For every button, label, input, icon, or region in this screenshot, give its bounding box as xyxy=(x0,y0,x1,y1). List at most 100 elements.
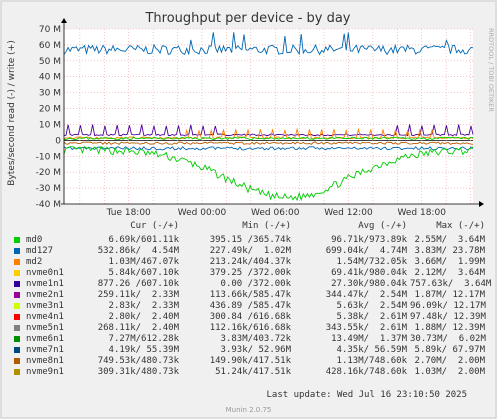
series-line-nvme7n1-read xyxy=(63,145,474,202)
legend-row-nvme2n1: nvme2n1 259.11k/ 2.33M 113.66k/585.47k 344.… xyxy=(0,290,497,301)
legend-cur: 1.03M/467.07k xyxy=(108,257,179,267)
y-tick-label: -40 M xyxy=(36,200,61,210)
legend-row-md127: md127 532.86k/ 4.54M 227.49k/ 1.02M 699.04k… xyxy=(0,246,497,257)
grid-lines xyxy=(64,28,473,205)
legend-min: 0.00 /372.00k xyxy=(220,279,291,289)
legend-cur: 6.69k/601.11k xyxy=(108,235,179,245)
axes xyxy=(61,18,484,207)
x-tick-label: Wed 18:00 xyxy=(398,208,447,218)
y-tick-label: 40 M xyxy=(39,73,61,83)
legend-max: 1.88M/ 12.39M xyxy=(414,323,485,333)
legend-cur: 2.80k/ 2.40M xyxy=(108,312,179,322)
legend-avg: 4.35k/ 56.59M xyxy=(336,345,407,355)
legend-name: nvme6n1 xyxy=(26,334,64,344)
x-axis-arrow xyxy=(479,201,484,207)
series-line-md127-write xyxy=(63,32,474,56)
legend-swatch xyxy=(14,325,20,331)
legend-header-min: Min (-/+) xyxy=(242,221,291,231)
legend-avg: 69.41k/980.04k xyxy=(331,268,407,278)
legend-cur: 259.11k/ 2.33M xyxy=(97,290,179,300)
legend-max: 2.70M/ 2.00M xyxy=(414,356,485,366)
legend-name: nvme1n1 xyxy=(26,279,64,289)
legend-swatch xyxy=(14,314,20,320)
legend-row-nvme4n1: nvme4n1 2.80k/ 2.40M 300.84 /616.68k 5.38k/… xyxy=(0,312,497,323)
legend-avg: 96.71k/973.89k xyxy=(331,235,407,245)
legend-cur: 7.27M/612.28k xyxy=(108,334,179,344)
legend-name: nvme4n1 xyxy=(26,312,64,322)
legend-min: 149.90k/417.51k xyxy=(209,356,291,366)
legend-swatch xyxy=(14,369,20,375)
legend-swatch xyxy=(14,270,20,276)
legend-max: 1.87M/ 12.17M xyxy=(414,290,485,300)
series-lines xyxy=(63,32,474,202)
legend-row-md0: md0 6.69k/601.11k 395.15 /365.74k 96.71k/97… xyxy=(0,235,497,246)
legend-avg: 428.16k/748.60k xyxy=(325,367,407,377)
y-tick-label: -30 M xyxy=(36,184,61,194)
legend-name: md127 xyxy=(26,246,54,256)
x-tick-label: Wed 12:00 xyxy=(324,208,373,218)
legend-min: 3.93k/ 52.96M xyxy=(220,345,291,355)
legend-row-nvme5n1: nvme5n1 268.11k/ 2.40M 112.16k/616.68k 343.… xyxy=(0,323,497,334)
legend-cur: 4.19k/ 55.39M xyxy=(108,345,179,355)
legend-min: 213.24k/404.37k xyxy=(209,257,291,267)
legend-avg: 699.04k/ 4.74M xyxy=(325,246,407,256)
legend-header-max: Max (-/+) xyxy=(436,221,485,231)
y-axis-arrow xyxy=(61,18,67,23)
legend-name: nvme3n1 xyxy=(26,301,64,311)
legend-max: 2.55M/ 3.64M xyxy=(414,235,485,245)
legend-cur: 5.84k/607.10k xyxy=(108,268,179,278)
series-line-nvme1n1-write xyxy=(63,124,474,137)
legend-name: nvme5n1 xyxy=(26,323,64,333)
legend-swatch xyxy=(14,358,20,364)
y-tick-label: 30 M xyxy=(39,89,61,99)
chart-title: Throughput per device - by day xyxy=(144,11,350,26)
y-tick-label: 50 M xyxy=(39,57,61,67)
legend-cur: 2.83k/ 2.33M xyxy=(108,301,179,311)
x-tick-label: Wed 00:00 xyxy=(178,208,227,218)
legend-min: 227.49k/ 1.02M xyxy=(209,246,291,256)
legend-avg: 5.38k/ 2.61M xyxy=(336,312,407,322)
legend-avg: 13.49M/ 1.37M xyxy=(331,334,407,344)
legend-row-nvme1n1: nvme1n1 877.26 /607.10k 0.00 /372.00k 27.30… xyxy=(0,279,497,290)
legend-row-nvme8n1: nvme8n1 749.53k/480.73k 149.90k/417.51k 1.1… xyxy=(0,356,497,367)
legend-name: nvme0n1 xyxy=(26,268,64,278)
legend-row-nvme7n1: nvme7n1 4.19k/ 55.39M 3.93k/ 52.96M 4.35k/ … xyxy=(0,345,497,356)
legend-name: nvme8n1 xyxy=(26,356,64,366)
legend-max: 3.83M/ 23.78M xyxy=(414,246,485,256)
legend-max: 1.03M/ 2.00M xyxy=(414,367,485,377)
y-axis-label: Bytes/second read (-) / write (+) xyxy=(7,40,17,185)
rrdtool-credit: RRDTOOL / TOBI OETIKER xyxy=(487,28,495,112)
series-line-nvme8n1-read xyxy=(63,141,474,145)
legend-swatch xyxy=(14,281,20,287)
legend-min: 112.16k/616.68k xyxy=(209,323,291,333)
legend-avg: 5.63k/ 2.54M xyxy=(336,301,407,311)
y-tick-label: 0 xyxy=(55,136,61,146)
legend-name: nvme2n1 xyxy=(26,290,64,300)
legend-header-avg: Avg (-/+) xyxy=(358,221,407,231)
y-tick-label: 10 M xyxy=(39,120,61,130)
legend-row-md2: md2 1.03M/467.07k 213.24k/404.37k 1.54M/732… xyxy=(0,257,497,268)
legend-swatch xyxy=(14,336,20,342)
y-tick-label: -10 M xyxy=(36,152,61,162)
legend-max: 3.66M/ 1.99M xyxy=(414,257,485,267)
series-line-md0-write xyxy=(63,136,474,141)
legend-row-nvme0n1: nvme0n1 5.84k/607.10k 379.25 /372.00k 69.41… xyxy=(0,268,497,279)
y-tick-label: 70 M xyxy=(39,25,61,35)
legend-row-nvme9n1: nvme9n1 309.31k/480.73k 51.24k/417.51k 428.… xyxy=(0,367,497,378)
y-tick-labels: 70 M 60 M 50 M 40 M 30 M 20 M 10 M 0 -10 M -20 M -… xyxy=(36,25,62,210)
munin-version: Munin 2.0.75 xyxy=(225,406,272,414)
y-tick-label: 20 M xyxy=(39,105,61,115)
legend-name: md2 xyxy=(26,257,43,267)
legend-max: 96.09k/ 12.17M xyxy=(410,301,486,311)
x-tick-labels: Tue 18:00 Wed 00:00 Wed 06:00 Wed 12:00 Wed … xyxy=(106,208,447,218)
legend-name: nvme7n1 xyxy=(26,345,64,355)
legend-header: Cur (-/+) Min (-/+) Avg (-/+) Max (-/+) xyxy=(0,221,497,232)
legend-max: 757.63k/ 3.64M xyxy=(410,279,492,289)
legend-min: 3.83M/403.72k xyxy=(220,334,291,344)
legend-min: 51.24k/417.51k xyxy=(215,367,291,377)
legend-cur: 532.86k/ 4.54M xyxy=(97,246,179,256)
legend-min: 379.25 /372.00k xyxy=(209,268,291,278)
legend-cur: 268.11k/ 2.40M xyxy=(97,323,179,333)
